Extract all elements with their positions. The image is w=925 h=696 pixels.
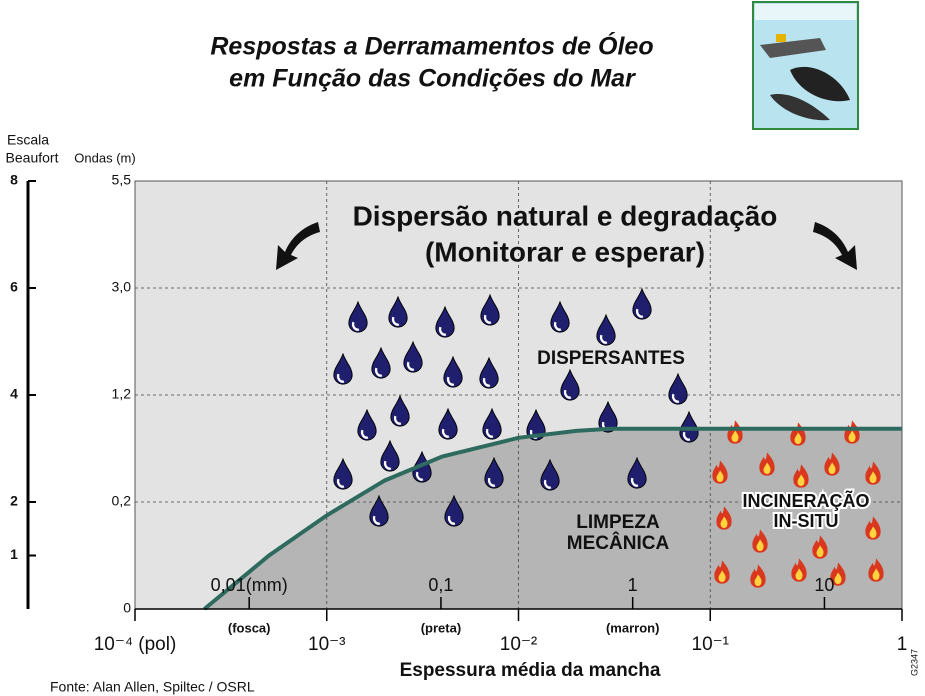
y-tick-label: 8: [10, 172, 18, 188]
annotation: Dispersão natural e degradação: [353, 200, 778, 231]
code: G2347: [909, 649, 919, 676]
annotation: (Monitorar e esperar): [425, 236, 705, 267]
x-tick-label: 1: [897, 634, 908, 655]
plot-area: [134, 180, 903, 611]
source: Fonte: Alan Allen, Spiltec / OSRL: [50, 679, 255, 695]
thumbnail: [752, 1, 859, 130]
beaufort-label: Beaufort: [6, 150, 59, 166]
mm-tick-label: 0,1: [428, 575, 453, 595]
wave-label: Ondas (m): [74, 150, 135, 165]
wave-tick-label: 0,2: [112, 493, 132, 509]
arrow: [276, 222, 320, 270]
arrow: [813, 222, 857, 270]
annotation: LIMPEZA: [576, 512, 660, 533]
x-tick-label: 10⁻⁴ (pol): [94, 634, 177, 655]
wave-tick-label: 3,0: [112, 279, 132, 295]
y-tick-label: 6: [10, 279, 18, 295]
x-axis-label: Espessura média da mancha: [400, 660, 661, 681]
wave-tick-label: 0: [123, 600, 131, 616]
appearance-label: (fosca): [228, 620, 271, 635]
wave-tick-label: 5,5: [112, 172, 132, 188]
annotation-halo: IN-SITU: [774, 511, 839, 531]
mm-tick-label: 0,01(mm): [211, 575, 288, 595]
wave-tick-label: 1,2: [112, 386, 132, 402]
y-tick-label: 4: [10, 386, 18, 402]
appearance-label: (marron): [606, 620, 659, 635]
title-line: em Função das Condições do Mar: [229, 65, 636, 93]
annotation: DISPERSANTES: [537, 348, 685, 369]
beaufort-label: Escala: [7, 132, 49, 148]
title-line: Respostas a Derramamentos de Óleo: [210, 32, 653, 61]
x-tick-label: 10⁻³: [308, 634, 346, 655]
lower-region: [204, 428, 902, 609]
mm-tick-label: 10: [814, 575, 834, 595]
x-tick-label: 10⁻²: [500, 634, 538, 655]
mm-tick-label: 1: [628, 575, 638, 595]
y-tick-label: 2: [10, 493, 18, 509]
y-tick-label: 1: [10, 546, 18, 562]
annotation-halo: INCINERAÇÃO: [742, 490, 869, 511]
x-tick-label: 10⁻¹: [692, 634, 730, 655]
boundary-line: [203, 426, 902, 611]
annotation: MECÂNICA: [567, 532, 670, 554]
appearance-label: (preta): [421, 620, 461, 635]
